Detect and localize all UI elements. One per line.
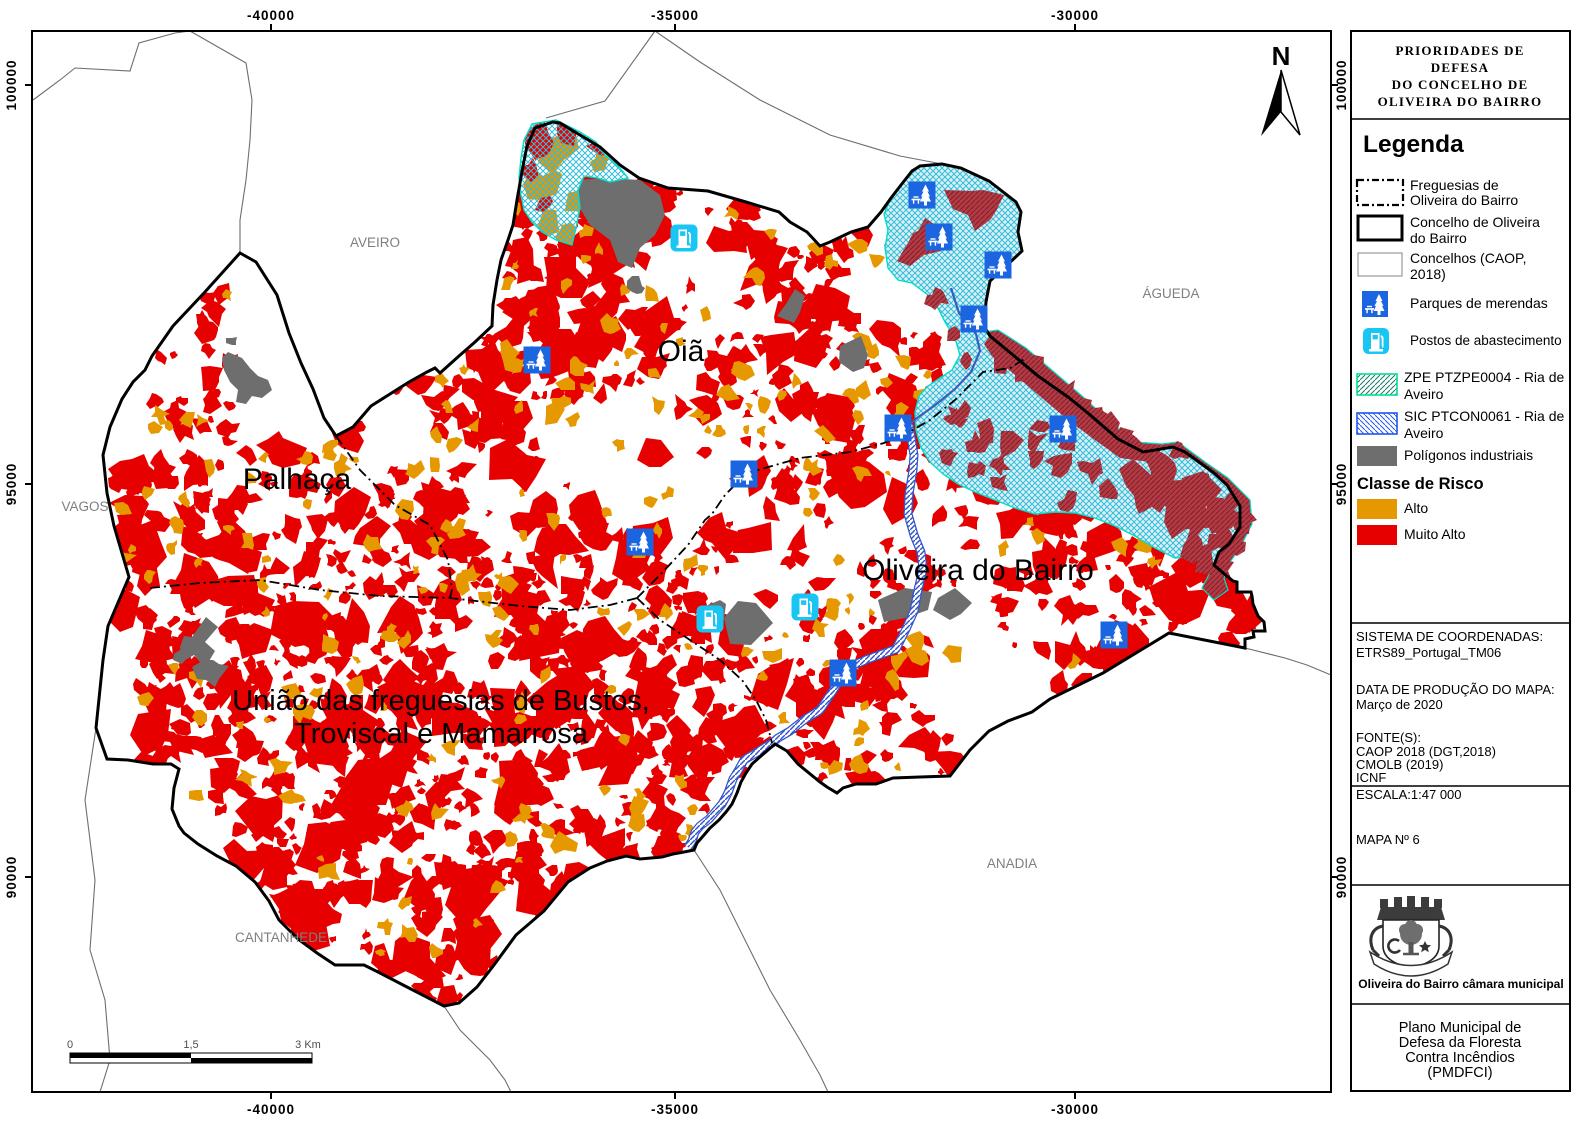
svg-text:DATA DE PRODUÇÃO DO MAPA:: DATA DE PRODUÇÃO DO MAPA: xyxy=(1356,682,1555,697)
svg-text:ÁGUEDA: ÁGUEDA xyxy=(1142,286,1199,301)
svg-text:90000: 90000 xyxy=(4,856,19,899)
svg-text:CAOP 2018 (DGT,2018): CAOP 2018 (DGT,2018) xyxy=(1356,744,1496,759)
svg-text:SISTEMA DE COORDENADAS:: SISTEMA DE COORDENADAS: xyxy=(1356,629,1543,644)
svg-text:OLIVEIRA DO BAIRRO: OLIVEIRA DO BAIRRO xyxy=(1378,94,1543,109)
svg-text:-35000: -35000 xyxy=(651,8,699,23)
svg-text:do Bairro: do Bairro xyxy=(1410,230,1467,246)
svg-text:2018): 2018) xyxy=(1410,266,1446,282)
svg-text:-35000: -35000 xyxy=(651,1102,699,1117)
svg-text:União das freguesias de Bustos: União das freguesias de Bustos, xyxy=(232,685,650,717)
svg-text:CANTANHEDE: CANTANHEDE xyxy=(235,930,327,945)
svg-text:SIC PTCON0061 - Ria de: SIC PTCON0061 - Ria de xyxy=(1404,408,1564,424)
svg-text:Plano Municipal de: Plano Municipal de xyxy=(1399,1020,1522,1036)
svg-text:100000: 100000 xyxy=(1334,59,1349,110)
svg-text:Contra Incêndios: Contra Incêndios xyxy=(1405,1050,1515,1066)
svg-text:Oliveira do Bairro: Oliveira do Bairro xyxy=(1410,192,1518,208)
svg-text:VAGOS: VAGOS xyxy=(61,499,108,514)
svg-text:Aveiro: Aveiro xyxy=(1404,386,1444,402)
svg-text:Alto: Alto xyxy=(1404,500,1428,516)
svg-text:Oliveira do Bairro: Oliveira do Bairro xyxy=(862,554,1094,587)
svg-text:-40000: -40000 xyxy=(247,1102,295,1117)
svg-text:PRIORIDADES DE: PRIORIDADES DE xyxy=(1395,43,1524,58)
svg-text:Oliveira do Bairro câmara muni: Oliveira do Bairro câmara municipal xyxy=(1358,977,1563,991)
svg-text:Palhaça: Palhaça xyxy=(243,463,352,496)
svg-text:ICNF: ICNF xyxy=(1356,770,1386,785)
svg-text:Defesa da Floresta: Defesa da Floresta xyxy=(1399,1035,1522,1051)
svg-text:95000: 95000 xyxy=(4,463,19,506)
svg-text:Oiã: Oiã xyxy=(658,335,705,368)
svg-text:Aveiro: Aveiro xyxy=(1404,425,1444,441)
svg-text:3 Km: 3 Km xyxy=(295,1039,321,1051)
svg-text:ESCALA:1:47 000: ESCALA:1:47 000 xyxy=(1356,787,1462,802)
svg-text:CMOLB (2019): CMOLB (2019) xyxy=(1356,757,1443,772)
svg-text:0: 0 xyxy=(67,1039,73,1051)
svg-text:Freguesias de: Freguesias de xyxy=(1410,177,1499,193)
svg-text:-30000: -30000 xyxy=(1051,8,1099,23)
svg-text:MAPA Nº 6: MAPA Nº 6 xyxy=(1356,832,1420,847)
svg-text:1,5: 1,5 xyxy=(183,1039,198,1051)
svg-text:ETRS89_Portugal_TM06: ETRS89_Portugal_TM06 xyxy=(1356,645,1501,660)
svg-text:Classe de Risco: Classe de Risco xyxy=(1357,475,1484,493)
svg-text:Concelho de Oliveira: Concelho de Oliveira xyxy=(1410,214,1540,230)
svg-text:Postos de abastecimento: Postos de abastecimento xyxy=(1410,333,1562,348)
svg-text:Legenda: Legenda xyxy=(1363,131,1464,158)
svg-text:-30000: -30000 xyxy=(1051,1102,1099,1117)
svg-text:Março de 2020: Março de 2020 xyxy=(1356,697,1443,712)
svg-text:ANADIA: ANADIA xyxy=(987,856,1037,871)
svg-text:DO CONCELHO DE: DO CONCELHO DE xyxy=(1392,77,1529,92)
svg-text:90000: 90000 xyxy=(1334,856,1349,899)
svg-text:N: N xyxy=(1272,41,1291,71)
svg-text:Polígonos industriais: Polígonos industriais xyxy=(1404,447,1533,463)
svg-text:FONTE(S):: FONTE(S): xyxy=(1356,730,1421,745)
svg-text:ZPE PTZPE0004 - Ria de: ZPE PTZPE0004 - Ria de xyxy=(1404,369,1565,385)
svg-text:DEFESA: DEFESA xyxy=(1431,60,1490,75)
svg-text:95000: 95000 xyxy=(1334,463,1349,506)
svg-text:-40000: -40000 xyxy=(247,8,295,23)
svg-text:Concelhos (CAOP,: Concelhos (CAOP, xyxy=(1410,250,1526,266)
svg-text:100000: 100000 xyxy=(4,59,19,110)
svg-text:AVEIRO: AVEIRO xyxy=(350,235,400,250)
svg-text:Muito Alto: Muito Alto xyxy=(1404,526,1466,542)
svg-text:Parques de merendas: Parques de merendas xyxy=(1410,295,1548,311)
svg-text:Troviscal e Mamarrosa: Troviscal e Mamarrosa xyxy=(294,718,589,750)
svg-text:(PMDFCI): (PMDFCI) xyxy=(1427,1065,1492,1081)
